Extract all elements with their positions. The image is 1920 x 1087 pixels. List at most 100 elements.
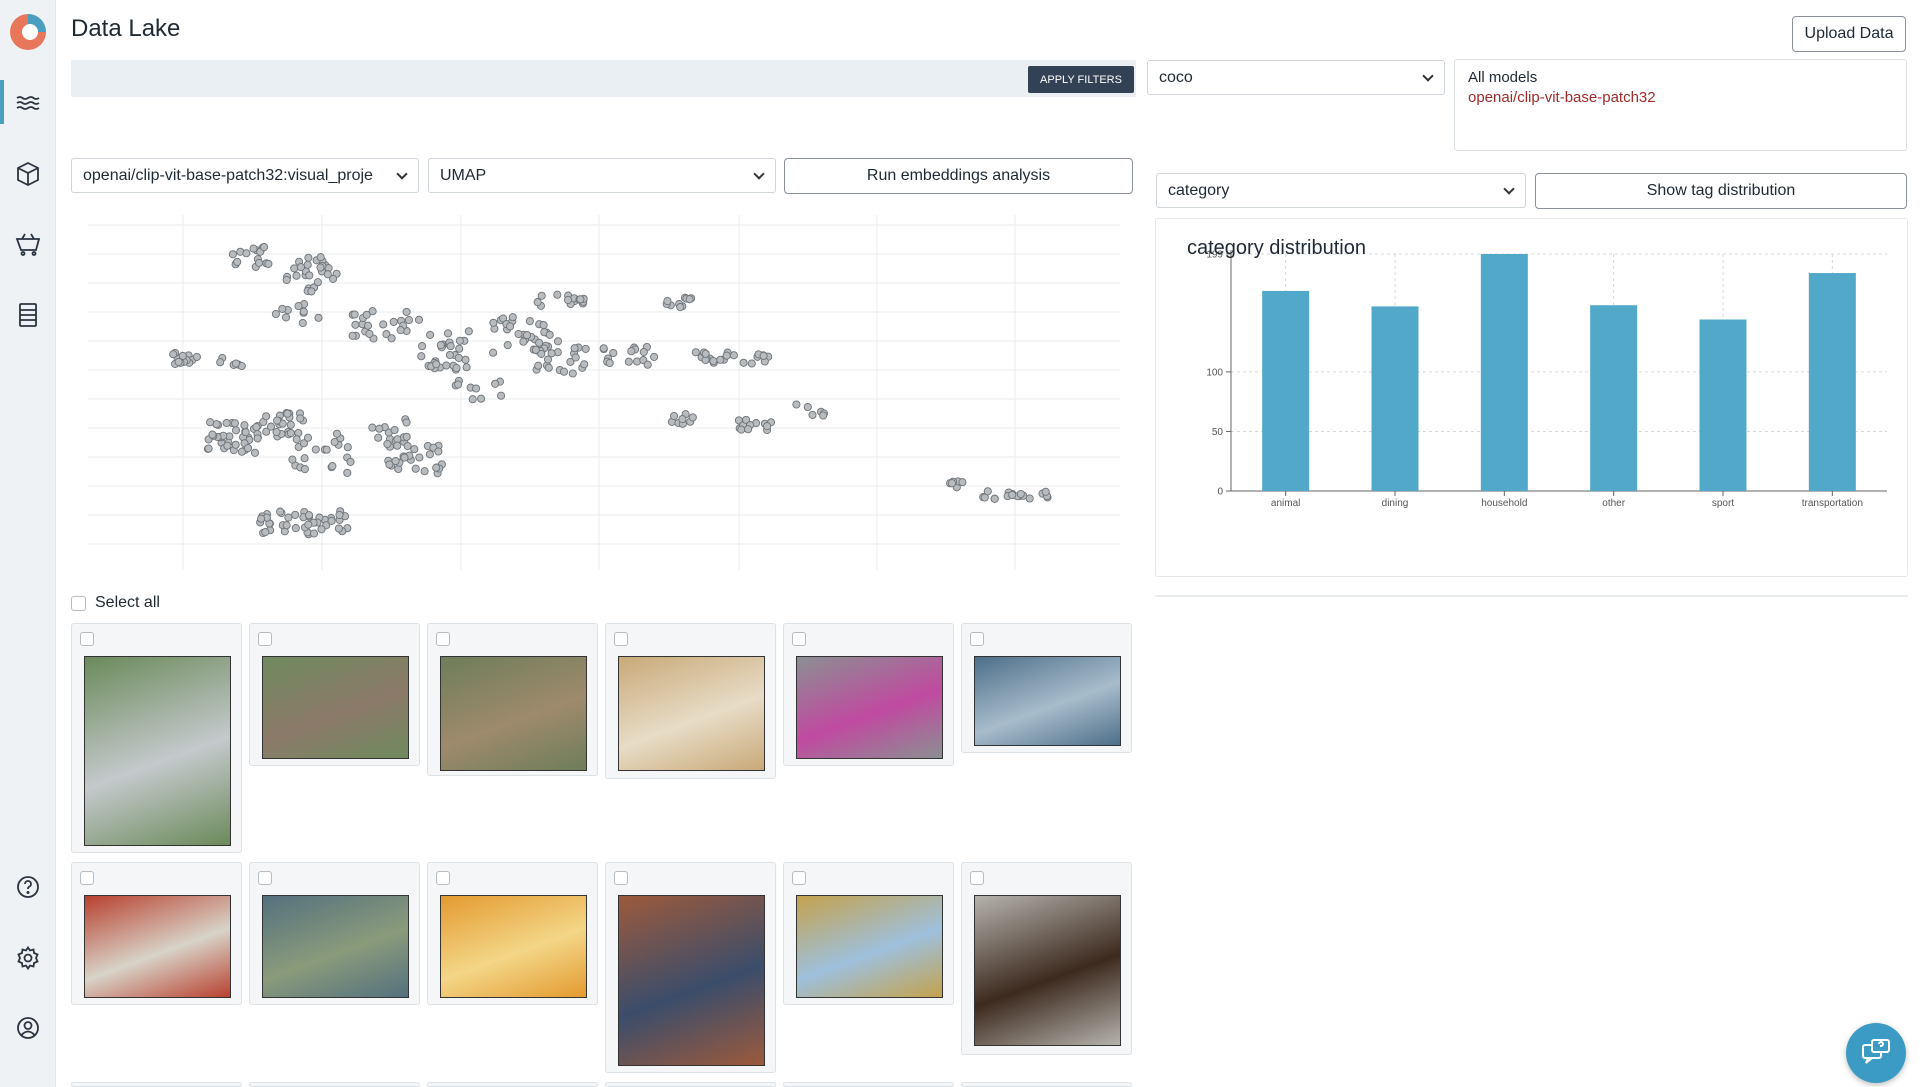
embedding-point[interactable] — [329, 274, 338, 283]
embedding-point[interactable] — [533, 298, 542, 307]
embedding-point[interactable] — [282, 521, 291, 530]
embedding-point[interactable] — [228, 250, 237, 259]
embedding-point[interactable] — [443, 329, 453, 338]
embedding-point[interactable] — [947, 479, 957, 488]
embedding-point[interactable] — [249, 244, 258, 253]
image-card[interactable] — [427, 1082, 598, 1087]
embedding-point[interactable] — [241, 428, 250, 437]
embedding-point[interactable] — [174, 357, 183, 366]
bar-dining[interactable] — [1371, 306, 1419, 491]
embedding-point[interactable] — [534, 361, 543, 370]
gear-icon[interactable] — [9, 939, 47, 977]
embedding-point[interactable] — [737, 425, 746, 434]
embedding-point[interactable] — [691, 348, 700, 357]
embedding-point[interactable] — [744, 425, 753, 434]
filter-query-input[interactable] — [71, 60, 1136, 97]
embedding-point[interactable] — [271, 309, 280, 319]
image-checkbox[interactable] — [80, 871, 94, 885]
embedding-point[interactable] — [291, 510, 300, 519]
embedding-point[interactable] — [313, 278, 322, 287]
embedding-point[interactable] — [701, 349, 710, 358]
help-icon[interactable] — [9, 868, 47, 906]
embedding-point[interactable] — [462, 363, 471, 372]
embedding-point[interactable] — [539, 321, 548, 330]
bar-animal[interactable] — [1262, 290, 1310, 491]
model-selector[interactable]: All models openai/clip-vit-base-patch32 — [1454, 59, 1907, 151]
embedding-point[interactable] — [278, 304, 287, 313]
embedding-point[interactable] — [291, 524, 300, 533]
image-checkbox[interactable] — [258, 632, 272, 646]
embedding-point[interactable] — [446, 342, 455, 351]
chat-support-button[interactable] — [1846, 1023, 1906, 1083]
image-card[interactable] — [249, 862, 420, 1005]
embedding-point[interactable] — [334, 524, 343, 533]
embedding-point[interactable] — [294, 302, 303, 311]
embedding-point[interactable] — [990, 494, 999, 503]
embedding-point[interactable] — [553, 290, 562, 299]
embedding-point[interactable] — [250, 448, 260, 457]
embedding-point[interactable] — [389, 317, 398, 326]
embedding-point[interactable] — [404, 315, 414, 325]
embedding-point[interactable] — [688, 413, 697, 422]
embedding-point[interactable] — [311, 445, 320, 454]
embedding-point[interactable] — [282, 275, 291, 285]
embedding-point[interactable] — [491, 379, 500, 388]
select-all-checkbox[interactable] — [71, 595, 86, 611]
embedding-point[interactable] — [296, 414, 305, 423]
image-card[interactable] — [71, 1082, 242, 1087]
all-models-option[interactable]: All models — [1468, 69, 1538, 86]
embedding-point[interactable] — [286, 420, 295, 429]
embedding-point[interactable] — [402, 307, 411, 316]
embedding-point[interactable] — [317, 525, 326, 534]
embedding-point[interactable] — [362, 310, 371, 319]
embedding-point[interactable] — [303, 433, 313, 442]
embedding-point[interactable] — [1016, 489, 1025, 499]
embedding-point[interactable] — [417, 352, 426, 361]
cart-icon[interactable] — [9, 225, 47, 263]
embedding-point[interactable] — [233, 257, 242, 266]
dataset-select[interactable]: coco — [1147, 60, 1445, 95]
embedding-point[interactable] — [332, 429, 342, 438]
image-card[interactable] — [961, 1082, 1132, 1087]
embedding-point[interactable] — [290, 264, 299, 273]
image-checkbox[interactable] — [614, 871, 628, 885]
image-checkbox[interactable] — [970, 871, 984, 885]
embedding-point[interactable] — [411, 464, 420, 473]
embedding-point[interactable] — [650, 352, 659, 361]
embedding-point[interactable] — [566, 357, 575, 366]
embedding-point[interactable] — [304, 253, 313, 262]
image-thumbnail-hotel-room[interactable] — [618, 656, 765, 771]
embedding-point[interactable] — [434, 447, 443, 456]
embedding-point[interactable] — [169, 350, 178, 359]
embedding-point[interactable] — [983, 487, 992, 496]
embedding-point[interactable] — [230, 419, 239, 428]
tag-select[interactable]: category — [1156, 173, 1526, 208]
image-thumbnail-women-doorway[interactable] — [618, 895, 765, 1066]
embedding-point[interactable] — [414, 315, 424, 324]
bar-sport[interactable] — [1699, 319, 1747, 491]
embedding-point[interactable] — [350, 310, 359, 319]
run-embeddings-button[interactable]: Run embeddings analysis — [784, 158, 1133, 194]
embedding-point[interactable] — [261, 528, 270, 537]
embedding-point[interactable] — [547, 349, 556, 358]
app-logo[interactable] — [6, 10, 50, 54]
image-card[interactable] — [605, 1082, 776, 1087]
embedding-point[interactable] — [452, 363, 461, 373]
embedding-point[interactable] — [663, 297, 672, 306]
embedding-point[interactable] — [403, 441, 412, 451]
image-thumbnail-motorcycle-rain[interactable] — [796, 656, 943, 759]
embedding-point[interactable] — [391, 456, 400, 466]
embedding-point[interactable] — [307, 287, 316, 296]
image-thumbnail-train-field[interactable] — [796, 895, 943, 998]
image-checkbox[interactable] — [436, 871, 450, 885]
embedding-point[interactable] — [296, 263, 305, 272]
embedding-point[interactable] — [286, 429, 295, 438]
embedding-point[interactable] — [472, 384, 481, 393]
image-card[interactable] — [605, 862, 776, 1073]
image-card[interactable] — [961, 623, 1132, 753]
embedding-point[interactable] — [432, 463, 441, 472]
embedding-point[interactable] — [363, 321, 373, 330]
embedding-point[interactable] — [581, 344, 590, 353]
embedding-point[interactable] — [231, 440, 240, 449]
embedding-point[interactable] — [489, 318, 498, 327]
